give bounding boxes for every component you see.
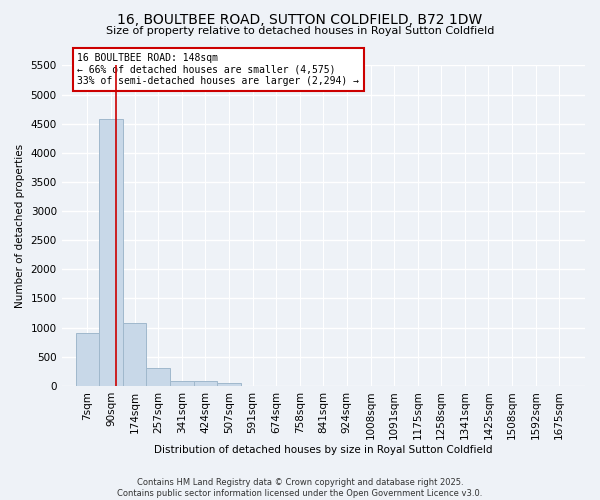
X-axis label: Distribution of detached houses by size in Royal Sutton Coldfield: Distribution of detached houses by size … xyxy=(154,445,493,455)
Y-axis label: Number of detached properties: Number of detached properties xyxy=(15,144,25,308)
Bar xyxy=(194,382,217,386)
Bar xyxy=(170,382,194,386)
Bar xyxy=(76,334,99,386)
Bar xyxy=(217,383,241,386)
Bar xyxy=(99,120,122,386)
Bar xyxy=(146,368,170,386)
Text: Contains HM Land Registry data © Crown copyright and database right 2025.
Contai: Contains HM Land Registry data © Crown c… xyxy=(118,478,482,498)
Text: 16 BOULTBEE ROAD: 148sqm
← 66% of detached houses are smaller (4,575)
33% of sem: 16 BOULTBEE ROAD: 148sqm ← 66% of detach… xyxy=(77,52,359,86)
Text: 16, BOULTBEE ROAD, SUTTON COLDFIELD, B72 1DW: 16, BOULTBEE ROAD, SUTTON COLDFIELD, B72… xyxy=(118,12,482,26)
Text: Size of property relative to detached houses in Royal Sutton Coldfield: Size of property relative to detached ho… xyxy=(106,26,494,36)
Bar xyxy=(123,323,146,386)
